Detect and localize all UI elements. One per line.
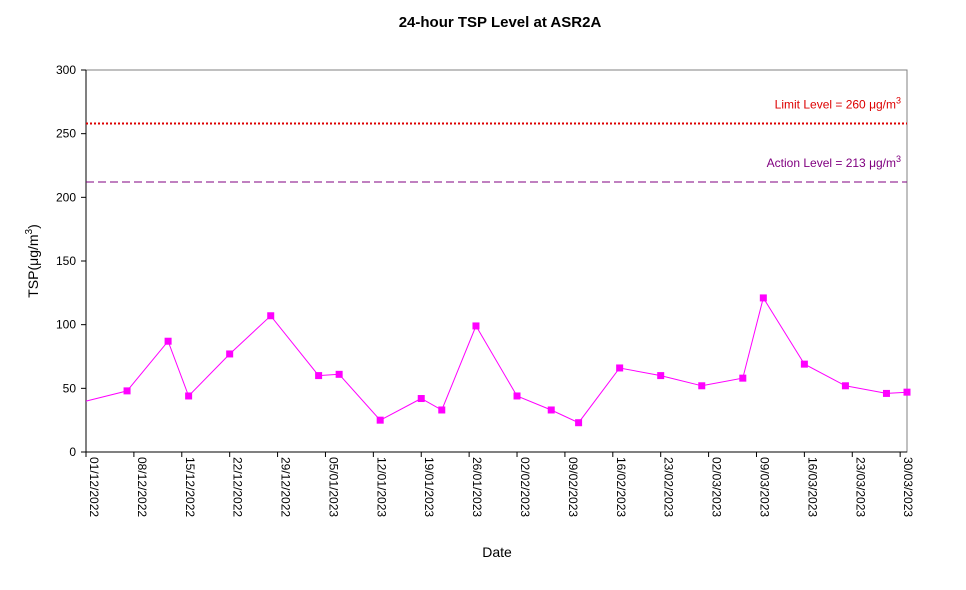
series-group xyxy=(85,294,911,427)
x-tick-label: 30/03/2023 xyxy=(901,457,915,517)
data-point xyxy=(800,360,808,368)
x-tick-label: 09/03/2023 xyxy=(757,457,771,517)
data-point xyxy=(438,406,446,414)
x-tick-label: 16/03/2023 xyxy=(805,457,819,517)
x-tick-label: 15/12/2022 xyxy=(183,457,197,517)
x-tick-label: 19/01/2023 xyxy=(422,457,436,517)
data-point xyxy=(472,322,480,330)
data-point xyxy=(315,372,323,380)
y-tick-label: 50 xyxy=(63,381,77,395)
x-tick-label: 05/01/2023 xyxy=(326,457,340,517)
x-tick-label: 08/12/2022 xyxy=(135,457,149,517)
x-tick-label: 22/12/2022 xyxy=(231,457,245,517)
data-point xyxy=(903,388,911,396)
reference-line-label: Action Level = 213 μg/m3 xyxy=(767,154,901,170)
x-tick-label: 26/01/2023 xyxy=(470,457,484,517)
x-tick-label: 09/02/2023 xyxy=(566,457,580,517)
chart-title: 24-hour TSP Level at ASR2A xyxy=(399,14,602,31)
x-tick-label: 12/01/2023 xyxy=(374,457,388,517)
data-point xyxy=(841,382,849,390)
reference-line-label: Limit Level = 260 μg/m3 xyxy=(775,95,901,111)
y-tick-label: 100 xyxy=(56,318,76,332)
x-tick-label: 01/12/2022 xyxy=(87,457,101,517)
series-line xyxy=(85,296,908,424)
y-axis-label-main: TSP( xyxy=(25,266,41,298)
data-point xyxy=(739,374,747,382)
data-point xyxy=(513,392,521,400)
y-tick-label: 300 xyxy=(56,63,76,77)
y-tick-label: 150 xyxy=(56,254,76,268)
y-tick-label: 0 xyxy=(69,445,76,459)
y-tick-label: 200 xyxy=(56,190,76,204)
data-point xyxy=(657,372,665,380)
y-axis-label-unit: μg/m xyxy=(25,234,41,265)
data-point xyxy=(575,419,583,427)
reference-lines: Limit Level = 260 μg/m3 Action Level = 21… xyxy=(86,95,907,183)
x-tick-label: 02/03/2023 xyxy=(710,457,724,517)
x-axis-ticks: 01/12/2022 08/12/2022 15/12/2022 22/12/2022… xyxy=(85,452,915,517)
x-tick-label: 02/02/2023 xyxy=(518,457,532,517)
y-tick-label: 250 xyxy=(56,127,76,141)
data-point xyxy=(698,382,706,390)
data-point xyxy=(185,392,193,400)
data-point xyxy=(547,406,555,414)
y-axis-ticks: 0 50 100 150 200 250 300 xyxy=(56,63,86,459)
data-point xyxy=(123,387,131,395)
data-point xyxy=(616,364,624,372)
data-point xyxy=(882,389,890,397)
x-tick-label: 23/03/2023 xyxy=(853,457,867,517)
data-point xyxy=(164,337,172,345)
data-point xyxy=(376,416,384,424)
data-point xyxy=(759,294,767,302)
data-point xyxy=(335,370,343,378)
plot-area xyxy=(85,69,908,453)
y-axis-label-close: ) xyxy=(25,224,41,229)
x-tick-label: 29/12/2022 xyxy=(279,457,293,517)
data-point xyxy=(417,395,425,403)
data-point xyxy=(226,350,234,358)
x-axis-label: Date xyxy=(482,544,512,560)
x-tick-label: 16/02/2023 xyxy=(614,457,628,517)
x-tick-label: 23/02/2023 xyxy=(662,457,676,517)
y-axis-label: TSP(μg/m3) xyxy=(24,224,41,298)
y-axis-label-sup: 3 xyxy=(24,228,35,234)
data-point xyxy=(267,312,275,320)
